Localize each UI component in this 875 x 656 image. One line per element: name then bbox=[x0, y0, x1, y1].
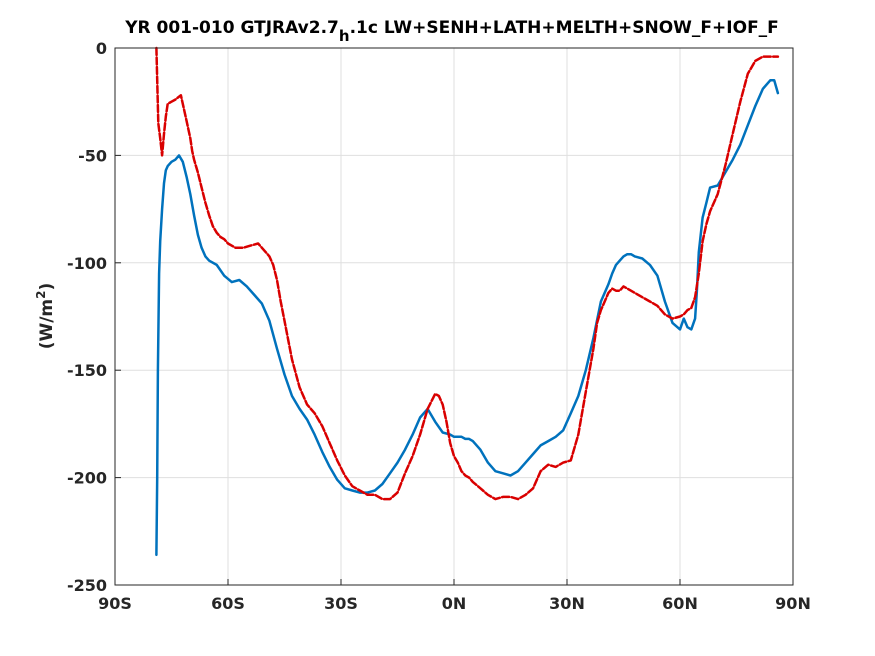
chart-title: YR 001-010 GTJRAv2.7h.1c LW+SENH+LATH+ME… bbox=[124, 18, 779, 45]
title-subscript: h bbox=[339, 27, 350, 45]
y-tick-marks bbox=[115, 47, 121, 586]
ylabel-end: ) bbox=[37, 283, 57, 291]
x-tick-label: 30N bbox=[549, 594, 585, 613]
x-tick-label: 60S bbox=[211, 594, 245, 613]
ylabel-superscript: 2 bbox=[34, 290, 48, 298]
ylabel-main: (W/m bbox=[37, 299, 57, 349]
grid-lines bbox=[114, 47, 794, 586]
x-tick-label: 90S bbox=[98, 594, 132, 613]
x-tick-label: 90N bbox=[775, 594, 811, 613]
y-tick-label: -150 bbox=[67, 361, 107, 380]
series-line-blue bbox=[155, 78, 780, 557]
y-axis-label: (W/m2) bbox=[34, 283, 57, 350]
x-tick-label: 0N bbox=[442, 594, 467, 613]
y-tick-label: -100 bbox=[67, 254, 107, 273]
y-tick-label: -250 bbox=[67, 576, 107, 595]
x-tick-label: 30S bbox=[324, 594, 358, 613]
y-tick-label: -50 bbox=[78, 146, 107, 165]
title-rest: .1c LW+SENH+LATH+MELTH+SNOW_F+IOF_F bbox=[350, 18, 779, 38]
x-tick-label: 60N bbox=[662, 594, 698, 613]
plot-area bbox=[155, 46, 780, 557]
y-tick-label: -200 bbox=[67, 469, 107, 488]
series-line-red-dashed bbox=[155, 46, 780, 501]
title-main: YR 001-010 GTJRAv2.7 bbox=[124, 18, 339, 38]
x-tick-marks bbox=[114, 579, 794, 585]
y-tick-label: 0 bbox=[96, 39, 107, 58]
